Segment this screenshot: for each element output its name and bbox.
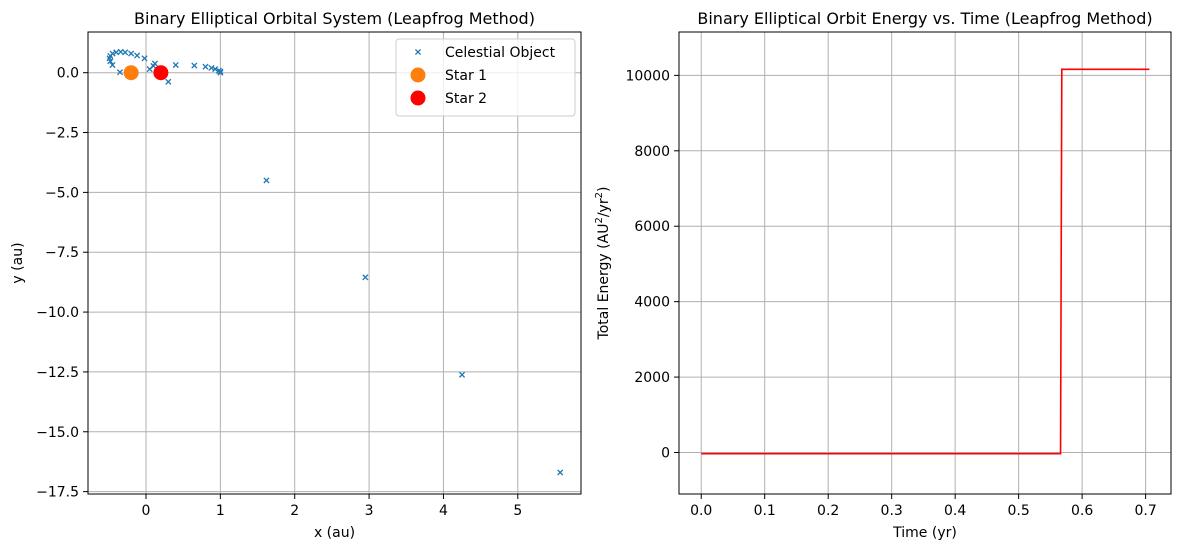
y-tick-label: 10000 [625,68,670,84]
ylabel-superscript-1: 2 [594,217,605,223]
legend-frame [395,38,576,117]
energy-chart: 0.0 0.1 0.2 0.3 0.4 0.5 0.6 0.7 0 2000 4000 6000 800… [594,9,1172,541]
celestial-object-point [141,55,148,62]
energy-chart-x-axis-label: Time (yr) [892,525,957,541]
y-tick-label: 2000 [634,370,670,386]
x-tick-label: 4 [439,503,448,519]
celestial-object-point [202,63,209,70]
y-tick-label: −10.0 [36,305,79,321]
x-tick-label: 1 [216,503,225,519]
orbit-chart-grid [88,32,581,494]
x-tick-label: 0.0 [690,503,712,519]
y-tick-label: −2.5 [45,126,79,142]
orbit-chart-x-axis-label: x (au) [314,525,355,541]
y-tick-label: −5.0 [45,185,79,201]
y-tick-label: 8000 [634,144,670,160]
x-tick-label: 0.4 [944,503,966,519]
x-tick-label: 0.1 [754,503,776,519]
orbit-chart-legend: Celestial Object Star 1 Star 2 [395,38,576,117]
celestial-object-point [557,469,564,476]
legend-entry-celestial-object: Celestial Object [445,45,556,61]
energy-chart-y-axis-label: Total Energy (AU2/yr2) [594,187,612,341]
x-tick-label: 5 [513,503,522,519]
celestial-object-point [172,61,179,69]
star-2-point [153,65,169,81]
star-1-point [123,65,139,81]
orbit-chart-axes [87,31,582,495]
celestial-object-point [208,64,215,71]
x-tick-label: 3 [365,503,374,519]
ylabel-part-2: /yr [596,198,612,217]
celestial-object-point [107,58,114,65]
energy-chart-grid [679,32,1171,494]
y-tick-label: −12.5 [36,365,79,381]
celestial-object-point [362,274,369,281]
ylabel-part-3: ) [596,187,612,192]
celestial-object-point [212,66,219,73]
celestial-object-point [263,177,270,184]
legend-x-marker-icon [414,48,422,56]
celestial-object-point [146,66,153,73]
x-tick-label: 2 [290,503,299,519]
celestial-object-point [458,371,466,378]
celestial-object-point [128,50,135,57]
legend-orange-circle-icon [410,67,426,83]
legend-red-circle-icon [410,90,426,106]
y-tick-label: −7.5 [45,245,79,261]
celestial-object-point [116,69,124,76]
ylabel-part-1: Total Energy (AU [596,224,612,341]
x-tick-label: 0.3 [881,503,903,519]
legend-entry-star-2: Star 2 [445,91,487,107]
y-tick-label: −17.5 [36,485,79,501]
energy-chart-axes [678,31,1172,495]
y-tick-label: 0.0 [57,66,79,82]
orbit-chart-title: Binary Elliptical Orbital System (Leapfr… [134,9,535,28]
celestial-object-point [109,61,116,69]
x-tick-label: 0.7 [1134,503,1156,519]
legend-entry-star-1: Star 1 [445,68,487,84]
orbit-chart-ticks: 0 1 2 3 4 5 0.0 −2.5 −5.0 −7.5 −10.0 −12.5 −15.0 −17.… [36,66,522,519]
y-tick-label: −15.0 [36,425,79,441]
celestial-object-point [113,49,120,56]
celestial-object-point [191,62,198,69]
x-tick-label: 0.2 [817,503,839,519]
celestial-object-point [217,68,224,75]
celestial-object-point [134,52,141,59]
celestial-object-point [165,78,172,85]
x-tick-label: 0.6 [1071,503,1093,519]
orbit-chart: 0 1 2 3 4 5 0.0 −2.5 −5.0 −7.5 −10.0 −12.5 −15.0 −17.… [10,9,582,541]
y-tick-label: 0 [661,446,670,462]
ylabel-superscript-2: 2 [594,192,605,198]
x-tick-label: 0 [142,503,151,519]
orbit-chart-marks [106,48,564,476]
energy-chart-title: Binary Elliptical Orbit Energy vs. Time … [697,9,1152,28]
orbit-chart-y-axis-label: y (au) [10,242,26,283]
y-tick-label: 6000 [634,219,670,235]
energy-chart-marks [701,68,1150,455]
energy-chart-ticks: 0.0 0.1 0.2 0.3 0.4 0.5 0.6 0.7 0 2000 4000 6000 800… [625,68,1156,519]
x-tick-label: 0.5 [1008,503,1030,519]
y-tick-label: 4000 [634,295,670,311]
energy-series-line [701,68,1150,455]
